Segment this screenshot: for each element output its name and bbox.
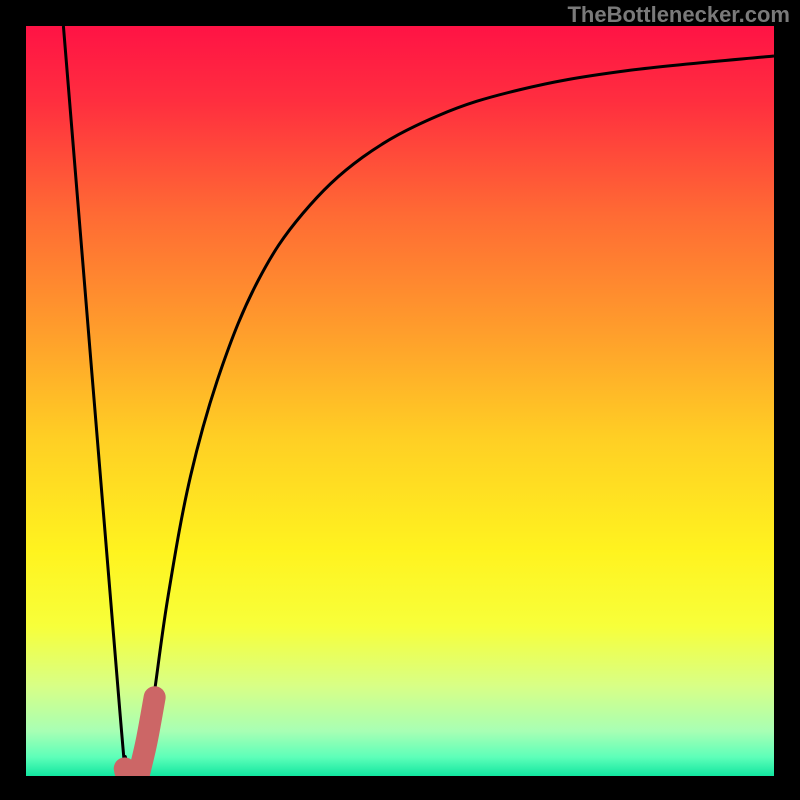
watermark-text: TheBottlenecker.com xyxy=(567,2,790,28)
chart-frame: TheBottlenecker.com xyxy=(0,0,800,800)
plot-area xyxy=(26,26,774,776)
gradient-background xyxy=(26,26,774,776)
